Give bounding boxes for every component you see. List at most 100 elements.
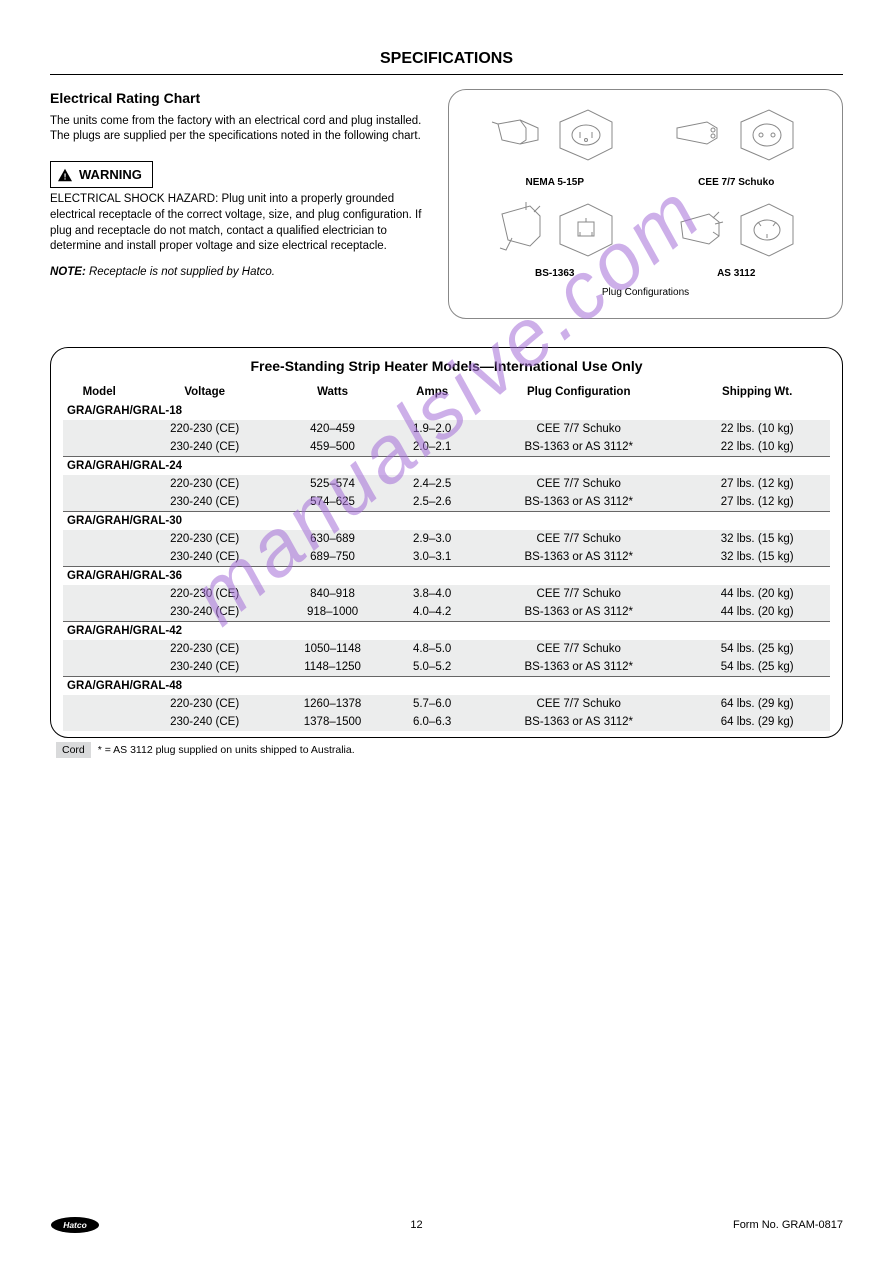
page-number: 12 <box>410 1219 422 1231</box>
table-cell <box>63 640 135 658</box>
model-row: GRA/GRAH/GRAL-48 <box>63 677 830 695</box>
page-footer: Hatco 12 Form No. GRAM-0817 <box>50 1215 843 1235</box>
table-cell: CEE 7/7 Schuko <box>473 475 684 493</box>
table-cell: 64 lbs. (29 kg) <box>684 695 830 713</box>
table-cell: 525–574 <box>274 475 391 493</box>
col-weight: Shipping Wt. <box>684 382 830 402</box>
table-cell: 230-240 (CE) <box>135 548 274 567</box>
table-cell: 220-230 (CE) <box>135 420 274 438</box>
table-row: 220-230 (CE)630–6892.9–3.0CEE 7/7 Schuko… <box>63 530 830 548</box>
table-cell: 230-240 (CE) <box>135 603 274 622</box>
table-cell <box>63 438 135 457</box>
table-cell: 54 lbs. (25 kg) <box>684 640 830 658</box>
table-cell: 27 lbs. (12 kg) <box>684 493 830 512</box>
table-cell: 27 lbs. (12 kg) <box>684 475 830 493</box>
table-cell: 230-240 (CE) <box>135 493 274 512</box>
electrical-rating-heading: Electrical Rating Chart <box>50 89 430 108</box>
table-cell: CEE 7/7 Schuko <box>473 695 684 713</box>
table-cell: 220-230 (CE) <box>135 695 274 713</box>
model-cell: GRA/GRAH/GRAL-30 <box>63 512 830 530</box>
table-row: 220-230 (CE)1260–13785.7–6.0CEE 7/7 Schu… <box>63 695 830 713</box>
table-cell: CEE 7/7 Schuko <box>473 640 684 658</box>
plug-bs1363-icon <box>490 196 620 266</box>
table-cell <box>63 695 135 713</box>
table-cell: CEE 7/7 Schuko <box>473 585 684 603</box>
note-label: NOTE: <box>50 266 86 278</box>
table-cell <box>63 548 135 567</box>
table-cell: BS-1363 or AS 3112* <box>473 548 684 567</box>
table-cell: 220-230 (CE) <box>135 530 274 548</box>
table-cell: 689–750 <box>274 548 391 567</box>
two-column-layout: Electrical Rating Chart The units come f… <box>50 89 843 319</box>
table-cell: 32 lbs. (15 kg) <box>684 548 830 567</box>
model-row: GRA/GRAH/GRAL-30 <box>63 512 830 530</box>
col-voltage: Voltage <box>135 382 274 402</box>
table-cell: 840–918 <box>274 585 391 603</box>
table-cell: 220-230 (CE) <box>135 475 274 493</box>
table-footnote: Cord * = AS 3112 plug supplied on units … <box>50 742 843 758</box>
table-cell <box>63 713 135 731</box>
model-cell: GRA/GRAH/GRAL-36 <box>63 567 830 585</box>
spec-table-head: Model Voltage Watts Amps Plug Configurat… <box>63 382 830 402</box>
section-header: SPECIFICATIONS <box>50 50 843 75</box>
table-cell: 64 lbs. (29 kg) <box>684 713 830 731</box>
table-cell: 1.9–2.0 <box>391 420 473 438</box>
svg-text:!: ! <box>64 171 67 181</box>
table-row: 230-240 (CE)1148–12505.0–5.2BS-1363 or A… <box>63 658 830 677</box>
plug-label: CEE 7/7 Schuko <box>649 177 825 188</box>
table-cell: 44 lbs. (20 kg) <box>684 603 830 622</box>
warning-text: ELECTRICAL SHOCK HAZARD: Plug unit into … <box>50 192 430 254</box>
table-cell: 32 lbs. (15 kg) <box>684 530 830 548</box>
table-cell: 44 lbs. (20 kg) <box>684 585 830 603</box>
col-plug: Plug Configuration <box>473 382 684 402</box>
table-cell: 574–625 <box>274 493 391 512</box>
table-cell: 1050–1148 <box>274 640 391 658</box>
plug-configurations-panel: NEMA 5-15P CE <box>448 89 843 319</box>
table-cell: 22 lbs. (10 kg) <box>684 438 830 457</box>
table-cell: 1378–1500 <box>274 713 391 731</box>
table-row: 230-240 (CE)689–7503.0–3.1BS-1363 or AS … <box>63 548 830 567</box>
table-cell <box>63 493 135 512</box>
table-cell: 3.8–4.0 <box>391 585 473 603</box>
model-cell: GRA/GRAH/GRAL-42 <box>63 622 830 640</box>
table-cell: 220-230 (CE) <box>135 640 274 658</box>
warning-label: WARNING <box>79 166 142 184</box>
table-cell: 54 lbs. (25 kg) <box>684 658 830 677</box>
plug-grid: NEMA 5-15P CE <box>467 104 824 279</box>
table-cell <box>63 530 135 548</box>
table-row: 230-240 (CE)574–6252.5–2.6BS-1363 or AS … <box>63 493 830 512</box>
plug-panel-caption: Plug Configurations <box>467 287 824 298</box>
table-cell: 420–459 <box>274 420 391 438</box>
model-row: GRA/GRAH/GRAL-36 <box>63 567 830 585</box>
table-row: 220-230 (CE)525–5742.4–2.5CEE 7/7 Schuko… <box>63 475 830 493</box>
model-cell: GRA/GRAH/GRAL-24 <box>63 457 830 475</box>
table-cell: 230-240 (CE) <box>135 713 274 731</box>
spec-table-body: GRA/GRAH/GRAL-18220-230 (CE)420–4591.9–2… <box>63 402 830 731</box>
table-cell: BS-1363 or AS 3112* <box>473 493 684 512</box>
model-row: GRA/GRAH/GRAL-24 <box>63 457 830 475</box>
table-cell: 630–689 <box>274 530 391 548</box>
header-row: Model Voltage Watts Amps Plug Configurat… <box>63 382 830 402</box>
table-cell: 3.0–3.1 <box>391 548 473 567</box>
plug-nema-5-15p-icon <box>490 104 620 166</box>
note-paragraph: NOTE: Receptacle is not supplied by Hatc… <box>50 265 430 281</box>
col-amps: Amps <box>391 382 473 402</box>
hatco-logo: Hatco <box>50 1215 100 1235</box>
table-row: 220-230 (CE)420–4591.9–2.0CEE 7/7 Schuko… <box>63 420 830 438</box>
plug-as3112-icon <box>671 196 801 266</box>
table-cell <box>63 585 135 603</box>
table-row: 230-240 (CE)1378–15006.0–6.3BS-1363 or A… <box>63 713 830 731</box>
plug-label: NEMA 5-15P <box>467 177 643 188</box>
plug-cell-3: AS 3112 <box>649 196 825 280</box>
table-cell: 230-240 (CE) <box>135 658 274 677</box>
table-cell: 1148–1250 <box>274 658 391 677</box>
form-number: Form No. GRAM-0817 <box>733 1219 843 1231</box>
table-cell: 6.0–6.3 <box>391 713 473 731</box>
table-cell: BS-1363 or AS 3112* <box>473 603 684 622</box>
plug-cell-0: NEMA 5-15P <box>467 104 643 188</box>
table-row: 220-230 (CE)1050–11484.8–5.0CEE 7/7 Schu… <box>63 640 830 658</box>
table-cell: 22 lbs. (10 kg) <box>684 420 830 438</box>
col-watts: Watts <box>274 382 391 402</box>
table-row: 230-240 (CE)918–10004.0–4.2BS-1363 or AS… <box>63 603 830 622</box>
table-cell: 5.7–6.0 <box>391 695 473 713</box>
